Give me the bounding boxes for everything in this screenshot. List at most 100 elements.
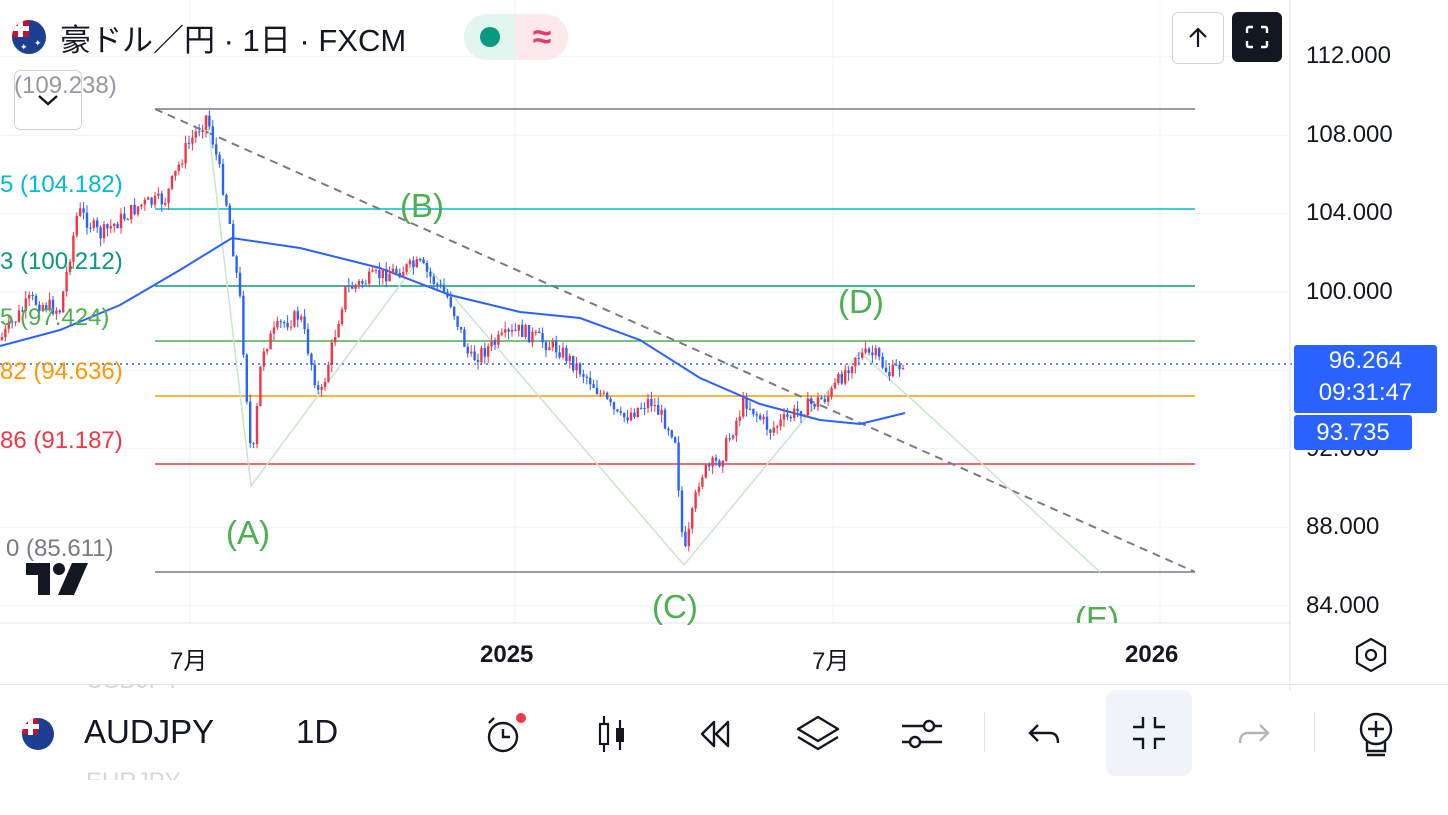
- candle-body: [748, 408, 752, 410]
- candle-body: [113, 223, 116, 227]
- candle-body: [810, 398, 813, 404]
- candle-body: [636, 407, 639, 417]
- candle-body: [14, 321, 17, 323]
- candle-body: [408, 260, 412, 265]
- candle-body: [833, 383, 837, 389]
- candle-body: [364, 283, 367, 285]
- moving-average: [0, 236, 906, 426]
- candle-body: [238, 272, 242, 296]
- candle-body: [218, 154, 221, 165]
- candle-body: [289, 326, 293, 328]
- candle-body: [45, 305, 48, 310]
- candle-body: [48, 299, 51, 310]
- candle-body: [493, 340, 497, 345]
- candle-body: [340, 309, 344, 324]
- candle-body: [796, 408, 799, 412]
- candle-body: [283, 322, 286, 324]
- redo-button[interactable]: [1226, 706, 1282, 762]
- candle-body: [650, 399, 653, 406]
- wave-label-b: (B): [400, 187, 444, 224]
- candle-body: [153, 195, 157, 205]
- toolbar-separator: [1314, 712, 1315, 752]
- candle-body: [109, 226, 112, 229]
- candle-body: [521, 324, 524, 338]
- candle-body: [483, 348, 486, 357]
- fib-label-0618: 5 (104.182): [0, 171, 123, 198]
- chart-canvas[interactable]: [0, 0, 1448, 690]
- candle-body: [704, 464, 707, 478]
- collapse-icon: [1133, 717, 1165, 749]
- price-tick: 112.000: [1306, 42, 1391, 69]
- symbol-header[interactable]: ✦ ✦ 豪ドル／円 · 1日 · FXCM: [12, 14, 406, 60]
- price-tick: 84.000: [1306, 592, 1380, 619]
- candle-body: [721, 460, 724, 467]
- candle-body: [208, 115, 211, 127]
- candle-body: [548, 347, 551, 351]
- alert-button[interactable]: [477, 706, 533, 762]
- add-indicator-button[interactable]: [1348, 706, 1404, 762]
- candle-body: [385, 268, 388, 282]
- layers-icon: [796, 715, 840, 751]
- candle-body: [670, 430, 673, 438]
- green-dot-icon: [464, 14, 516, 60]
- candle-body: [17, 310, 21, 322]
- candle-body: [555, 340, 558, 353]
- replay-button[interactable]: [686, 706, 742, 762]
- australia-flag-icon: [22, 718, 54, 750]
- candle-body: [827, 396, 830, 402]
- candle-body: [799, 411, 803, 417]
- candle-body: [891, 364, 894, 377]
- candle-body: [303, 316, 306, 330]
- candle-body: [663, 409, 667, 429]
- collapse-button[interactable]: [1106, 690, 1192, 776]
- candle-body: [541, 333, 544, 343]
- redo-icon: [1238, 724, 1270, 744]
- candle-body: [745, 397, 748, 409]
- candle-body: [776, 426, 779, 428]
- candle-body: [269, 333, 272, 350]
- timeframe-selector[interactable]: 1D: [296, 713, 339, 750]
- candle-body: [623, 412, 626, 418]
- candle-body: [381, 268, 384, 278]
- candle-body: [473, 351, 476, 361]
- chart-settings-icon[interactable]: [1352, 636, 1390, 674]
- candle-body: [524, 325, 527, 338]
- candle-body: [701, 477, 704, 487]
- wave-approx-icon: ≈: [516, 14, 568, 60]
- layers-button[interactable]: [790, 706, 846, 762]
- candle-body: [898, 364, 901, 370]
- candle-body: [347, 285, 350, 287]
- candle-body: [293, 311, 296, 327]
- candle-body: [850, 366, 854, 374]
- symbol-selector[interactable]: AUDJPY: [84, 713, 215, 750]
- candle-body: [51, 299, 55, 314]
- status-pill[interactable]: ≈: [464, 14, 568, 60]
- candle-body: [255, 406, 259, 445]
- candle-body: [803, 415, 806, 417]
- candle-body: [136, 206, 140, 215]
- candle-body: [11, 321, 14, 323]
- candle-body: [595, 387, 599, 394]
- candle-body: [99, 227, 102, 239]
- last-price-tag[interactable]: 96.264 09:31:47: [1294, 345, 1437, 413]
- candle-body: [232, 223, 235, 257]
- candle-body: [300, 316, 303, 320]
- candle-body: [72, 235, 75, 262]
- chart-type-button[interactable]: [584, 706, 640, 762]
- candle-body: [592, 384, 595, 388]
- candle-body: [368, 271, 371, 284]
- candle-body: [480, 348, 483, 363]
- candle-body: [527, 325, 531, 343]
- collapse-legend-button[interactable]: [14, 70, 82, 130]
- candle-body: [901, 368, 905, 370]
- publish-button[interactable]: [1172, 12, 1224, 64]
- undo-button[interactable]: [1016, 706, 1072, 762]
- candle-body: [323, 381, 327, 387]
- candle-body: [861, 352, 864, 358]
- candle-body: [490, 340, 493, 347]
- candle-body: [310, 353, 313, 365]
- candle-body: [147, 197, 150, 200]
- fullscreen-button[interactable]: [1232, 12, 1282, 62]
- indicator-settings-button[interactable]: [894, 706, 950, 762]
- candle-body: [439, 284, 442, 286]
